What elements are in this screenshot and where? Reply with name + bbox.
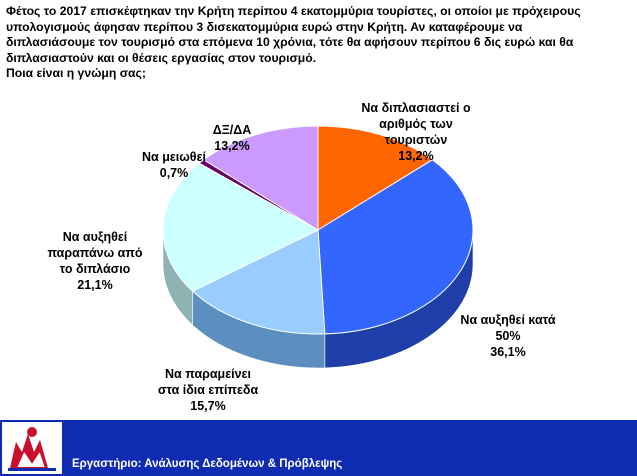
pie-slice-label-line: 50% [495, 329, 520, 343]
pie-labels: Να διπλασιαστεί ο αριθμός των τουριστών 13,… [47, 101, 555, 413]
pie-slice-label-line: αριθμός των [379, 117, 453, 131]
pie-slice [317, 125, 434, 231]
pie-slice-label-line: το διπλάσιο [60, 262, 131, 276]
pie-slice-label: Να μειωθεί 0,7% [142, 150, 206, 180]
pie-slice-label-line: παραπάνω από [47, 246, 142, 260]
pie-slice-label-line: ΔΞ/ΔΑ [213, 123, 252, 137]
pie-slice-label-line: Να παραμείνει [165, 367, 251, 381]
pie-slice [162, 162, 320, 292]
footer-bar: Εργαστήριο: Ανάλυσης Δεδομένων & Πρόβλεψ… [0, 420, 637, 476]
pie-slice-label-line: στα ίδια επίπεδα [158, 383, 259, 397]
footer-title: Εργαστήριο: Ανάλυσης Δεδομένων & Πρόβλεψ… [72, 458, 343, 470]
pie-slice-label-line: τουριστών [385, 133, 448, 147]
pie-slice-value: 36,1% [490, 345, 525, 359]
pie-slice [202, 125, 319, 231]
pie-tops [162, 125, 474, 335]
pie-slice-label-line: Να διπλασιαστεί ο [361, 101, 471, 115]
question-line: διπλασιαστούν και οι θέσεις εργασίας στο… [6, 50, 317, 65]
pie-slice-label: Να αυξηθεί κατά 50% 36,1% [460, 313, 555, 359]
pie-slice [317, 159, 474, 335]
pie-slice [191, 229, 326, 335]
pie-slice-value: 21,1% [77, 278, 112, 292]
pie-slice-label: Να διπλασιαστεί ο αριθμός των τουριστών 13,… [361, 101, 471, 163]
question-line: υπολογισμούς άφησαν περίπου 3 δισεκατομμ… [6, 19, 523, 34]
pie-slice-label-line: Να αυξηθεί κατά [460, 313, 555, 327]
lab-logo-icon [2, 422, 62, 474]
pie-slice-label: ΔΞ/ΔΑ 13,2% [213, 123, 252, 153]
pie-slice-label-line: Να αυξηθεί [63, 230, 128, 244]
pie-slice-value: 13,2% [398, 149, 433, 163]
pie-slice-value: 13,2% [214, 139, 249, 153]
pie-slice-value: 0,7% [160, 166, 189, 180]
question-line: Ποια είναι η γνώμη σας; [6, 66, 146, 80]
pie-slice-label: Να αυξηθεί παραπάνω από το διπλάσιο 21,1% [47, 230, 142, 292]
question-line: διπλασιάσουμε τον τουρισμό στα επόμενα 1… [6, 35, 574, 49]
pie-slice-label: Να παραμείνει στα ίδια επίπεδα 15,7% [158, 367, 259, 413]
pie-slice-label-line: Να μειωθεί [142, 150, 206, 164]
pie-chart: Να διπλασιαστεί ο αριθμός των τουριστών 13,… [47, 101, 555, 413]
pie-slice-value: 15,7% [190, 399, 225, 413]
question-text: Φέτος το 2017 επισκέφτηκαν την Κρήτη περ… [6, 4, 632, 82]
question-line: Φέτος το 2017 επισκέφτηκαν την Κρήτη περ… [6, 4, 581, 18]
